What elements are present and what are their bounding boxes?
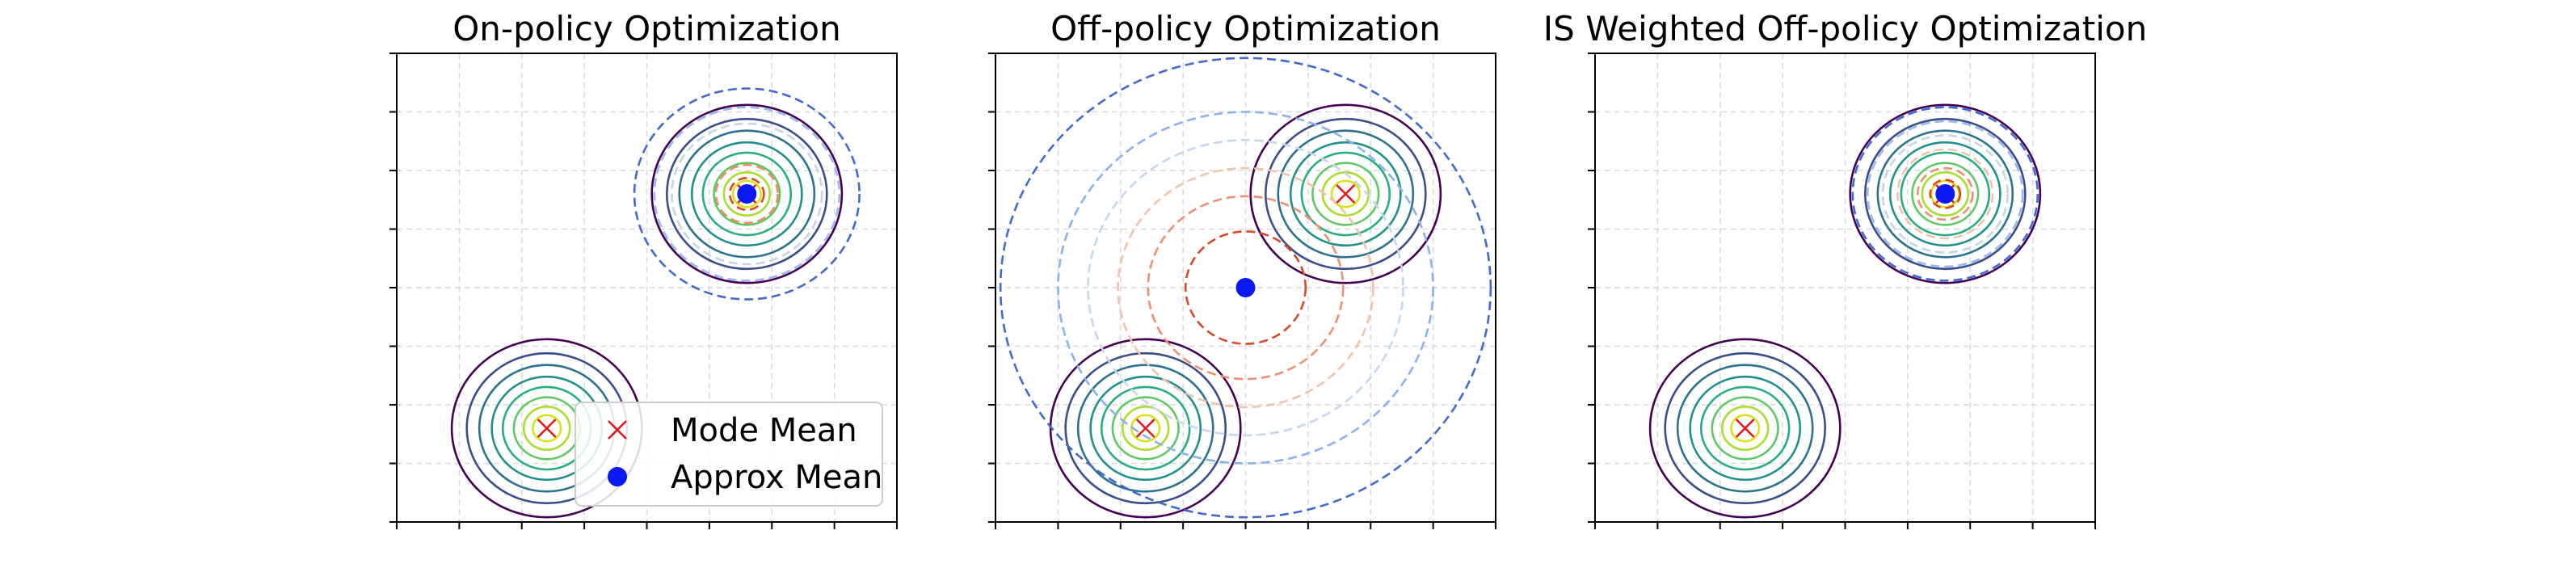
approx-contour xyxy=(714,163,779,225)
approx-contour xyxy=(1087,139,1404,436)
panel-title: Off-policy Optimization xyxy=(1050,9,1441,48)
mode-contour xyxy=(650,103,844,284)
panel-2: Off-policy Optimization xyxy=(988,9,1496,529)
mode-contour xyxy=(1849,103,2042,284)
legend-label: Mode Mean xyxy=(671,412,857,449)
approx-contour xyxy=(1184,230,1307,345)
legend-marker-x xyxy=(608,420,627,440)
panels: On-policy Optimization Mode Mean Approx Me… xyxy=(389,9,2147,529)
mode-contour xyxy=(690,141,803,247)
mode-contour xyxy=(713,162,781,226)
mode-contour xyxy=(731,179,762,208)
mode-contours xyxy=(1648,103,2042,519)
mode-contour xyxy=(1330,179,1361,208)
approx-contour xyxy=(1057,111,1434,465)
approx-contours xyxy=(633,87,861,301)
mode-contour xyxy=(1863,117,2027,271)
panel-title: IS Weighted Off-policy Optimization xyxy=(1543,9,2147,48)
approx-contour xyxy=(1117,166,1374,409)
approx-contour xyxy=(1881,134,2009,254)
mode-contour xyxy=(1711,396,1779,461)
mode-contour xyxy=(1264,117,1427,271)
mode-contour xyxy=(1664,351,1827,505)
mode-contour xyxy=(1111,396,1180,461)
legend-label: Approx Mean xyxy=(671,459,882,496)
mode-contour xyxy=(1921,171,1970,217)
ticks xyxy=(988,53,1496,529)
approx-contour xyxy=(633,87,861,301)
mode-contour xyxy=(701,151,793,237)
approx-contour xyxy=(671,122,823,266)
panel-title: On-policy Optimization xyxy=(452,9,841,48)
axes-frame xyxy=(1594,53,2096,523)
mode-contour xyxy=(1911,162,1980,226)
mode-contour xyxy=(678,129,816,259)
approx-contour xyxy=(728,176,765,212)
mode-contour xyxy=(1076,364,1214,493)
mode-contour xyxy=(1900,151,1991,237)
approx-contour xyxy=(999,57,1492,519)
mode-contour xyxy=(1089,375,1202,482)
mode-contour xyxy=(722,171,772,217)
mode-contour xyxy=(1100,385,1191,471)
approx-mean-marker xyxy=(737,184,757,204)
mode-contour xyxy=(1689,375,1802,482)
ticks xyxy=(1588,53,2096,529)
axes-frame xyxy=(995,53,1496,523)
mode-contour xyxy=(1289,141,1402,247)
mode-mean-marker xyxy=(1336,184,1356,204)
mode-contour xyxy=(1121,406,1170,451)
mode-contour xyxy=(1277,129,1415,259)
legend-box xyxy=(575,402,883,507)
axes-frame xyxy=(396,53,898,523)
mode-contour xyxy=(665,117,828,271)
mode-contour xyxy=(1249,103,1442,284)
mode-mean-marker xyxy=(1135,419,1155,438)
mode-contour xyxy=(1648,338,1842,519)
approx-contour xyxy=(1147,195,1345,381)
approx-contour xyxy=(653,106,841,282)
mode-contour xyxy=(1699,385,1791,471)
mode-contour xyxy=(522,406,571,451)
mode-contour xyxy=(532,414,562,443)
mode-mean-marker xyxy=(1735,419,1755,438)
panel-1: On-policy Optimization Mode Mean Approx Me… xyxy=(389,9,898,529)
approx-mean-marker xyxy=(1235,278,1256,297)
legend: Mode Mean Approx Mean xyxy=(575,402,883,507)
approx-contours xyxy=(999,57,1492,519)
approx-contour xyxy=(1867,120,2024,268)
mode-contour xyxy=(1064,351,1227,505)
approx-mean-marker xyxy=(1935,184,1955,204)
ticks xyxy=(389,53,898,529)
mode-contour xyxy=(1300,151,1391,237)
approx-contour xyxy=(1851,106,2039,282)
mode-mean-marker xyxy=(537,419,557,438)
mode-contour xyxy=(1676,364,1814,493)
approx-contour xyxy=(1916,166,1974,221)
mode-contour xyxy=(1311,162,1380,226)
approx-contour xyxy=(1929,179,1962,209)
mode-contours xyxy=(1049,103,1442,519)
panel-3: IS Weighted Off-policy Optimization xyxy=(1543,9,2147,529)
mode-contour xyxy=(1720,406,1770,451)
legend-marker-dot xyxy=(608,467,627,486)
mode-contour xyxy=(1730,414,1761,443)
approx-contour xyxy=(1896,148,1994,240)
mode-contour xyxy=(1888,141,2001,247)
mode-contour xyxy=(1876,129,2014,259)
approx-contours xyxy=(1851,106,2039,282)
